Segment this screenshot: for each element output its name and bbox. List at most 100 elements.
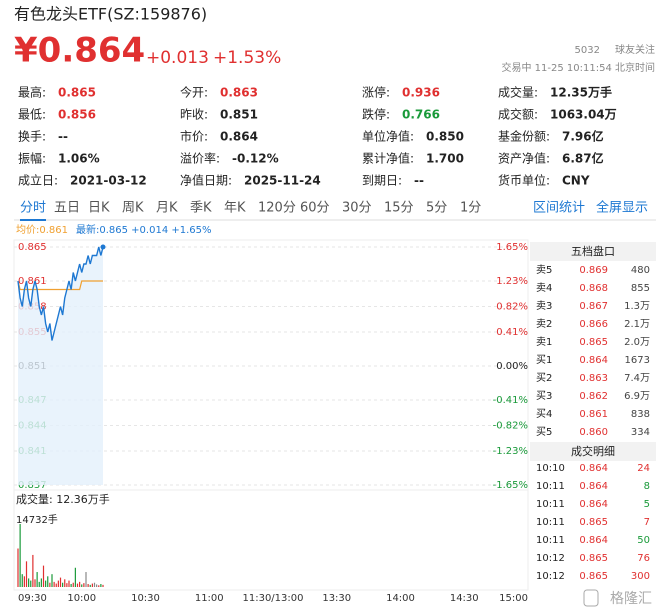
x-tick-label: 14:00 (386, 593, 415, 604)
y-tick-label: 0.837 (18, 480, 47, 491)
stat-value: 12.35万手 (550, 85, 612, 100)
volume-bar (51, 574, 53, 587)
x-tick-label: 10:30 (131, 593, 160, 604)
trade-price: 0.865 (579, 553, 608, 564)
volume-bar (76, 583, 79, 587)
tab[interactable]: 五日 (54, 201, 80, 216)
book-price: 0.867 (579, 301, 608, 312)
stat-label: 振幅: (18, 151, 46, 166)
volume-max-label: 14732手 (16, 513, 58, 526)
tab[interactable]: 120分 (258, 201, 296, 216)
stat-label: 溢价率: (180, 151, 220, 166)
pct-label: 0.82% (496, 302, 528, 313)
pct-label: -0.82% (493, 421, 528, 432)
status: 交易中 11-25 10:11:54 北京时间 (501, 61, 655, 74)
book-volume: 6.9万 (624, 391, 650, 402)
stat-value: -- (58, 130, 68, 144)
stat-label: 净值日期: (180, 173, 232, 188)
volume-bar (49, 582, 51, 587)
trade-price: 0.865 (579, 517, 608, 528)
book-price: 0.868 (579, 283, 608, 294)
book-side: 买4 (536, 408, 552, 420)
tab[interactable]: 年K (224, 201, 246, 216)
volume-bar (85, 572, 87, 587)
book-volume: 855 (631, 283, 650, 294)
book-volume: 1673 (625, 355, 650, 366)
tab[interactable]: 日K (88, 201, 110, 216)
book-volume: 334 (631, 427, 650, 438)
volume-bar (57, 580, 59, 587)
tab[interactable]: 季K (190, 201, 212, 216)
stat-label: 基金份额: (498, 129, 550, 144)
volume-bar (21, 574, 23, 587)
book-side: 卖2 (536, 318, 552, 330)
stat-value: 1.700 (426, 152, 464, 166)
volume-bar (93, 582, 96, 587)
stat-label: 最高: (18, 85, 46, 100)
volume-bar (23, 576, 25, 587)
tab[interactable]: 1分 (460, 201, 481, 216)
volume-bar (53, 581, 55, 587)
trade-price: 0.864 (579, 481, 608, 492)
follow-label[interactable]: 球友关注 (615, 43, 655, 56)
stat-value: CNY (562, 174, 590, 188)
volume-title: 成交量: 12.36万手 (16, 492, 110, 506)
stat-value: 0.766 (402, 108, 440, 122)
last-legend: 最新:0.865 +0.014 +1.65% (76, 223, 212, 236)
volume-bar (70, 584, 72, 587)
right-tab[interactable]: 区间统计 (533, 201, 585, 216)
volume-bar (40, 578, 42, 587)
book-volume: 2.1万 (624, 319, 650, 330)
volume-bar (79, 581, 81, 587)
book-price: 0.862 (579, 391, 608, 402)
pct-label: -1.65% (493, 480, 528, 491)
book-volume: 480 (631, 265, 650, 276)
pct-label: 0.00% (496, 361, 528, 372)
trade-time: 10:11 (536, 481, 565, 492)
y-tick-label: 0.865 (18, 242, 47, 253)
book-price: 0.860 (579, 427, 608, 438)
tab[interactable]: 30分 (342, 201, 372, 216)
x-tick-label: 14:30 (450, 593, 479, 604)
book-side: 卖5 (536, 264, 552, 276)
stat-value: 0.851 (220, 108, 258, 122)
stat-value: 1.06% (58, 152, 100, 166)
followers: 5032 (575, 45, 600, 56)
trade-price: 0.864 (579, 463, 608, 474)
book-price: 0.869 (579, 265, 608, 276)
stat-label: 资产净值: (498, 151, 550, 166)
stat-label: 跌停: (362, 107, 390, 122)
stat-value: 2021-03-12 (70, 174, 147, 188)
book-price: 0.861 (579, 409, 608, 420)
volume-bar (74, 567, 76, 587)
tab[interactable]: 周K (122, 201, 144, 216)
book-header-bg (530, 242, 656, 261)
x-tick-label: 09:30 (18, 593, 47, 604)
volume-bar (64, 579, 66, 587)
book-volume: 1.3万 (624, 301, 650, 312)
x-tick-label: 11:30/13:00 (242, 593, 303, 604)
tab[interactable]: 15分 (384, 201, 414, 216)
volume-bar (68, 580, 70, 587)
stat-value: 0.936 (402, 86, 440, 100)
right-tab[interactable]: 全屏显示 (596, 200, 648, 216)
stat-value: 1063.04万 (550, 108, 617, 122)
volume-bar (59, 577, 62, 587)
stat-label: 最低: (18, 108, 46, 122)
stat-value: 0.864 (220, 130, 258, 144)
pct-label: 1.65% (496, 242, 528, 253)
price-line (17, 246, 104, 341)
stat-value: -0.12% (232, 152, 279, 166)
tab[interactable]: 60分 (300, 201, 330, 216)
volume-bar (100, 584, 102, 587)
trade-price: 0.864 (579, 499, 608, 510)
tab[interactable]: 5分 (426, 201, 447, 216)
tab[interactable]: 分时 (20, 201, 46, 216)
stat-value: 6.87亿 (562, 151, 604, 166)
volume-bar (66, 583, 68, 587)
tab[interactable]: 月K (156, 201, 178, 216)
volume-bar (81, 584, 83, 587)
trade-volume: 5 (644, 499, 650, 510)
